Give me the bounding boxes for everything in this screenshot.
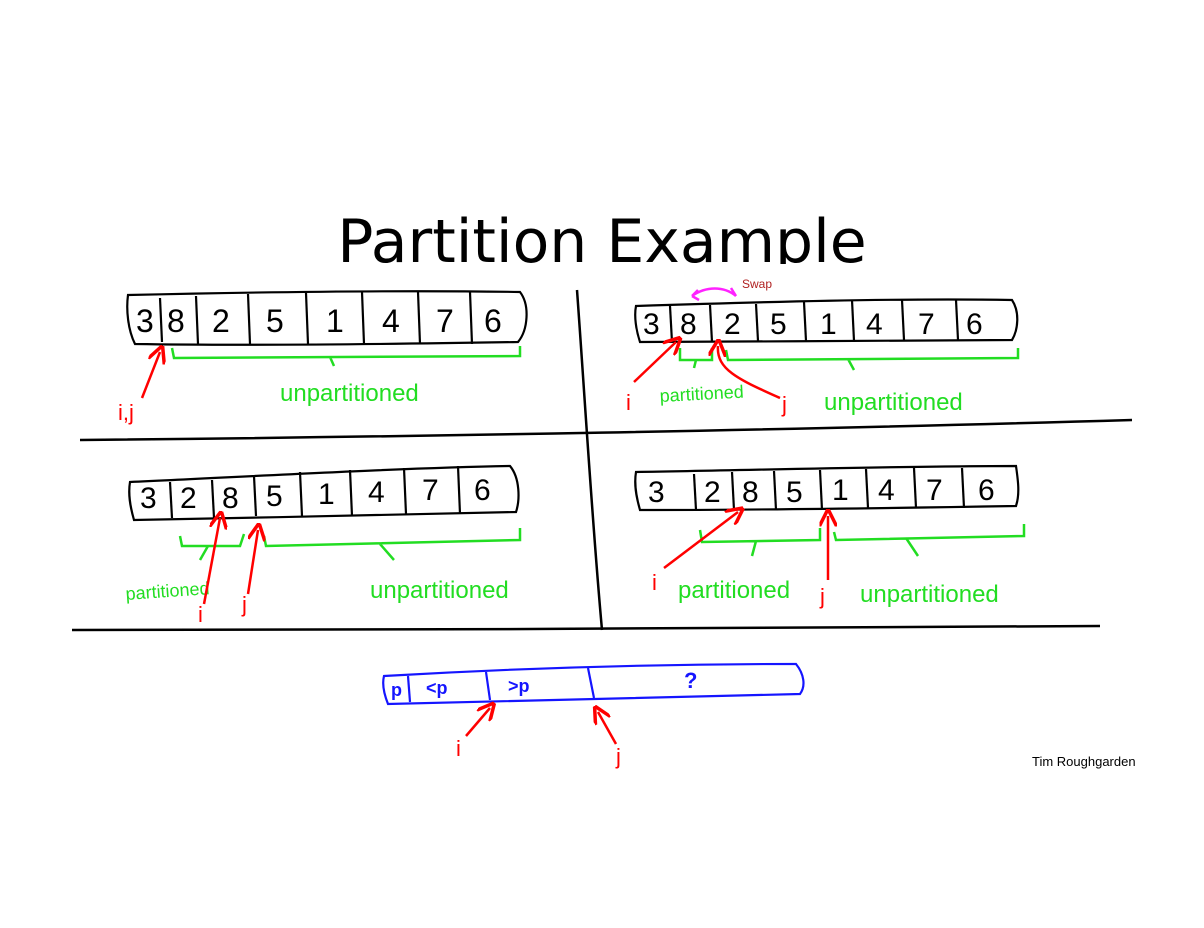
pointer-arrow-i [202, 518, 220, 605]
array-cell: 2 [212, 303, 230, 339]
array-outline [128, 464, 520, 522]
array-outline [634, 298, 1019, 344]
array-cell: 7 [926, 474, 943, 507]
array-cell: 3 [643, 308, 660, 341]
divider-horizontal-bottom [71, 624, 1101, 632]
swap-arrow [691, 287, 738, 302]
array-cell: 6 [484, 303, 502, 339]
partitioned-label: partitioned [125, 578, 210, 604]
pointer-arrow-i [465, 708, 490, 737]
array-cell: 8 [680, 308, 697, 341]
array-cell: 4 [866, 308, 883, 341]
cell-dividers [692, 467, 966, 511]
unpartitioned-label: unpartitioned [370, 577, 509, 604]
pointer-arrow-j [718, 346, 781, 400]
panel-top-right: Swap 3 8 2 5 1 4 7 6 partitioned unparti… [626, 277, 1020, 417]
pointer-label-ij: i,j [118, 400, 134, 425]
cell-dividers [158, 291, 474, 345]
unpartitioned-brace [262, 528, 522, 561]
panel-bottom-right: 3 2 8 5 1 4 7 6 partitioned unpartitione… [634, 464, 1026, 609]
partition-invariant: p <p >p ? i j [382, 662, 805, 769]
pointer-arrow-i [663, 512, 738, 569]
pointer-label-i: i [198, 602, 203, 627]
array-cell: 2 [704, 476, 721, 509]
panel-top-left: 3 8 2 5 1 4 7 6 unpartitioned i,j [118, 290, 528, 425]
pointer-label-j: j [615, 744, 621, 769]
partitioned-label: partitioned [659, 382, 744, 406]
unpartitioned-label: unpartitioned [280, 380, 419, 407]
divider-vertical [575, 289, 604, 631]
array-cell: 1 [832, 474, 849, 507]
partitioned-brace [178, 533, 246, 561]
array-cell: 6 [978, 474, 995, 507]
array-cell: 1 [318, 478, 335, 511]
pointer-arrow-ij [140, 352, 160, 399]
array-cell: 4 [368, 476, 385, 509]
unpartitioned-label: unpartitioned [824, 389, 963, 416]
cell-dividers [168, 465, 462, 519]
pointer-arrow-i [633, 342, 676, 383]
array-cell: 3 [136, 303, 154, 339]
array-cell: 1 [326, 303, 344, 339]
unpartitioned-brace [170, 346, 522, 367]
array-cell: 8 [222, 482, 239, 515]
pointer-label-i: i [652, 570, 657, 595]
invariant-dividers [406, 667, 596, 703]
partitioned-label: partitioned [678, 577, 790, 604]
invariant-outline [382, 662, 805, 706]
array-cell: 8 [167, 303, 185, 339]
cell-dividers [668, 299, 960, 343]
array-cell: 1 [820, 308, 837, 341]
array-cell: 3 [648, 476, 665, 509]
pointer-label-i: i [626, 390, 631, 415]
array-outline [126, 290, 528, 346]
unpartitioned-brace [724, 348, 1020, 371]
array-cell: 7 [436, 303, 454, 339]
array-outline [634, 464, 1020, 512]
array-cell: 7 [422, 474, 439, 507]
unpartitioned-label: unpartitioned [860, 581, 999, 608]
array-cell: 5 [266, 303, 284, 339]
pointer-arrow-j [598, 712, 618, 745]
array-cell: 5 [770, 308, 787, 341]
author-credit: Tim Roughgarden [1032, 754, 1136, 769]
array-cell: 6 [474, 474, 491, 507]
array-cell: 8 [742, 476, 759, 509]
array-cell: 5 [266, 480, 283, 513]
invariant-greater-than: >p [508, 676, 530, 696]
panel-bottom-left: 3 2 8 5 1 4 7 6 partitioned unpartitione… [125, 464, 522, 627]
array-cell: 4 [878, 474, 895, 507]
invariant-unknown: ? [684, 668, 697, 693]
slide-title: Partition Example [337, 207, 867, 264]
partitioned-brace [678, 348, 714, 369]
array-cell: 6 [966, 308, 983, 341]
divider-horizontal-top [79, 418, 1133, 442]
array-cell: 5 [786, 476, 803, 509]
invariant-pivot: p [391, 680, 402, 700]
array-cell: 2 [724, 308, 741, 341]
invariant-less-than: <p [426, 678, 448, 698]
pointer-label-i: i [456, 736, 461, 761]
pointer-arrow-j [246, 530, 258, 595]
pointer-label-j: j [819, 584, 825, 609]
pointer-label-j: j [241, 592, 247, 617]
array-cell: 2 [180, 482, 197, 515]
unpartitioned-brace [832, 524, 1026, 557]
array-cell: 4 [382, 303, 400, 339]
swap-label: Swap [742, 277, 772, 291]
partitioned-brace [698, 528, 822, 557]
array-cell: 3 [140, 482, 157, 515]
array-cell: 7 [918, 308, 935, 341]
pointer-label-j: j [781, 392, 787, 417]
